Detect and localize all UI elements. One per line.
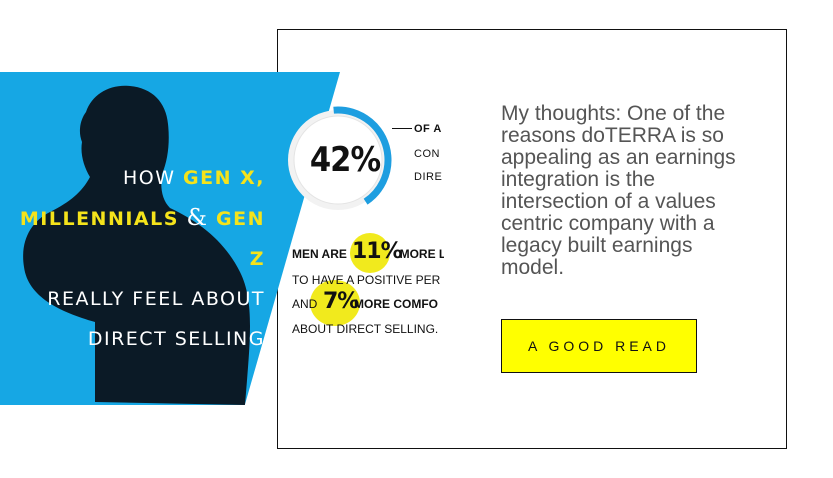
ring-caption-2: CON [414, 148, 440, 160]
highlight-dot-11 [350, 233, 390, 273]
percent-value: 42% [309, 140, 381, 180]
thoughts-paragraph: My thoughts: One of the reasons doTERRA … [501, 102, 736, 279]
stat-row-1: MEN ARE MORE LI [292, 247, 444, 261]
headline-millennials: MILLENNIALS [19, 208, 179, 230]
headline-ampersand: & [186, 205, 209, 231]
ring-arc [284, 106, 392, 214]
stat-row-3: AND MORE COMFO [292, 297, 444, 311]
good-read-button[interactable]: A GOOD READ [501, 319, 697, 373]
promo-graphic: HOW GEN X, MILLENNIALS & GEN Z REALLY FE… [0, 72, 340, 405]
stat-row-3-pre: AND [292, 297, 321, 311]
headline-line1: HOW [122, 167, 184, 189]
stat-row-3-post: MORE COMFO [350, 297, 438, 311]
stat-row-4: ABOUT DIRECT SELLING. [292, 322, 439, 336]
ring-caption-3: DIRE [414, 171, 443, 183]
headline-line3: REALLY FEEL ABOUT [47, 288, 265, 310]
person-silhouette [23, 85, 250, 405]
percent-ring [284, 106, 392, 214]
stat-row-1-pre: MEN ARE [292, 247, 351, 261]
ring-pointer [392, 128, 412, 129]
stat-row-1-post: MORE LI [399, 247, 444, 261]
headline-line4: DIRECT SELLING [87, 328, 265, 350]
highlight-dot-7 [310, 280, 360, 326]
stat-11-percent: 11% [352, 239, 403, 264]
promo-headline: HOW GEN X, MILLENNIALS & GEN Z REALLY FE… [0, 158, 265, 359]
headline-genx: GEN X, [183, 167, 265, 189]
stat-row-2: TO HAVE A POSITIVE PER [292, 273, 441, 287]
headline-genz: GEN Z [216, 208, 265, 270]
ring-caption-1: OF A [414, 123, 442, 135]
stat-7-percent: 7% [323, 289, 359, 314]
